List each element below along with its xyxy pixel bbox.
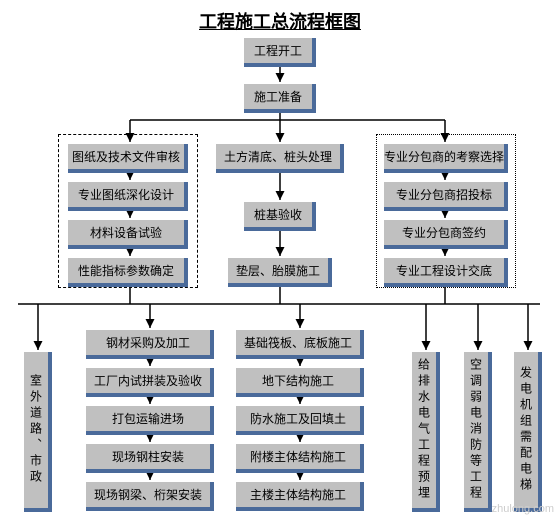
diagram-title: 工程施工总流程框图 [0, 0, 560, 38]
node-start: 工程开工 [244, 38, 316, 67]
node-vr3: 发电机组需配电梯 [514, 352, 542, 512]
node-vr2: 空调弱电消防等工程 [464, 352, 492, 512]
node-l2: 专业图纸深化设计 [68, 182, 188, 211]
node-vr1: 给排水电气工程预埋 [412, 352, 440, 512]
node-mc2: 地下结构施工 [236, 368, 364, 397]
node-l3: 材料设备试验 [68, 220, 188, 249]
node-c1: 土方清底、桩头处理 [216, 144, 344, 173]
node-r2: 专业分包商招投标 [384, 182, 508, 211]
node-l4: 性能指标参数确定 [68, 258, 188, 287]
node-mc5: 主楼主体结构施工 [236, 482, 364, 511]
node-mc3: 防水施工及回填土 [236, 406, 364, 435]
node-mc4: 附楼主体结构施工 [236, 444, 364, 473]
node-r4: 专业工程设计交底 [384, 258, 508, 287]
node-prep: 施工准备 [244, 84, 316, 113]
node-r3: 专业分包商签约 [384, 220, 508, 249]
node-ml1: 钢材采购及加工 [86, 330, 214, 359]
node-r1: 专业分包商的考察选择 [384, 144, 508, 173]
node-ml2: 工厂内试拼装及验收 [86, 368, 214, 397]
node-mc1: 基础筏板、底板施工 [236, 330, 364, 359]
node-c2: 桩基验收 [244, 202, 316, 231]
node-vleft: 室外道路、市政 [24, 352, 52, 512]
node-ml4: 现场钢柱安装 [86, 444, 214, 473]
watermark: zhulong.com [492, 503, 554, 515]
node-l1: 图纸及技术文件审核 [68, 144, 188, 173]
node-ml5: 现场钢梁、桁架安装 [86, 482, 214, 511]
node-ml3: 打包运输进场 [86, 406, 214, 435]
node-c3: 垫层、胎膜施工 [228, 258, 332, 287]
